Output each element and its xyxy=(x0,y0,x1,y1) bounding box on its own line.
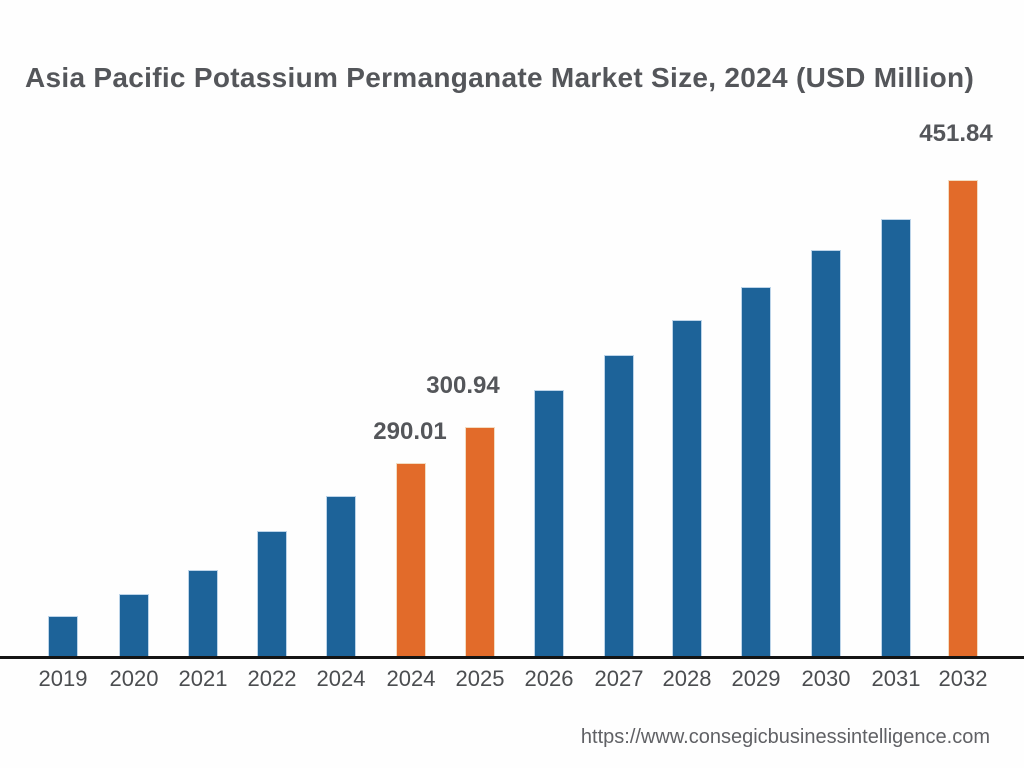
bar-2025 xyxy=(465,427,495,658)
x-axis-label-2027: 2027 xyxy=(594,666,644,691)
bar-value-label: 290.01 xyxy=(373,418,447,445)
bar-2029 xyxy=(741,287,771,658)
bar-value-label: 451.84 xyxy=(919,120,993,147)
x-axis-line xyxy=(0,656,1024,659)
bar-2022 xyxy=(257,531,287,658)
x-axis-label-2019: 2019 xyxy=(38,666,88,691)
x-axis-label-2024: 2024 xyxy=(316,666,366,691)
x-axis-label-2029: 2029 xyxy=(731,666,781,691)
x-axis-label-2020: 2020 xyxy=(109,666,159,691)
x-axis-label-2032: 2032 xyxy=(938,666,988,691)
bar-2032 xyxy=(948,180,978,658)
bar-2019 xyxy=(48,616,78,658)
bar-2028 xyxy=(672,320,702,658)
x-axis-label-2024: 2024 xyxy=(386,666,436,691)
bar-2024 xyxy=(396,463,426,658)
bar-2024 xyxy=(326,496,356,658)
x-axis-label-2026: 2026 xyxy=(524,666,574,691)
x-axis-label-2028: 2028 xyxy=(662,666,712,691)
x-axis-label-2025: 2025 xyxy=(455,666,505,691)
bar-2030 xyxy=(811,250,841,658)
bar-2020 xyxy=(119,594,149,658)
chart-title: Asia Pacific Potassium Permanganate Mark… xyxy=(25,62,975,93)
bar-2026 xyxy=(534,390,564,658)
x-axis-label-2022: 2022 xyxy=(247,666,297,691)
x-axis-label-2031: 2031 xyxy=(871,666,921,691)
x-axis-label-2030: 2030 xyxy=(801,666,851,691)
bar-value-label: 300.94 xyxy=(426,372,500,399)
bar-2027 xyxy=(604,355,634,658)
bar-2021 xyxy=(188,570,218,658)
x-axis-label-2021: 2021 xyxy=(178,666,228,691)
bar-2031 xyxy=(881,219,911,658)
source-url: https://www.consegicbusinessintelligence… xyxy=(580,726,990,748)
